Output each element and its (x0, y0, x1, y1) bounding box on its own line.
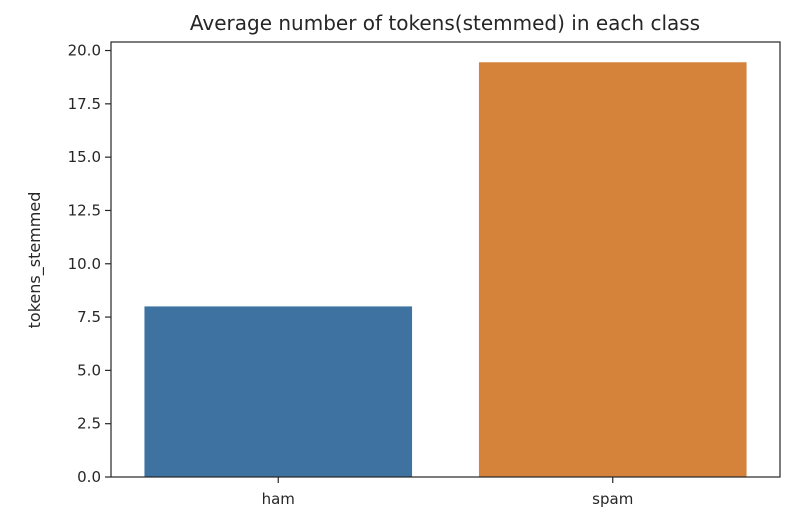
y-tick-label: 0.0 (77, 468, 101, 486)
plot-frame (110, 41, 781, 478)
chart-title: Average number of tokens(stemmed) in eac… (190, 11, 700, 35)
y-tick-label: 7.5 (77, 308, 101, 326)
y-tick-label: 15.0 (68, 148, 101, 166)
y-tick-label: 2.5 (77, 415, 101, 433)
y-tick-label: 17.5 (68, 95, 101, 113)
x-axis-ticks: ham spam (262, 477, 633, 508)
y-tick-label: 5.0 (77, 361, 101, 379)
x-tick-label-ham: ham (262, 490, 295, 508)
bar-ham (144, 306, 413, 477)
y-tick-label: 10.0 (68, 255, 101, 273)
y-tick-label: 20.0 (68, 42, 101, 60)
y-tick-label: 12.5 (68, 201, 101, 219)
bar-spam (478, 62, 747, 477)
y-axis-ticks: 0.0 2.5 5.0 7.5 10.0 12.5 15.0 17.5 20.0 (68, 42, 111, 486)
y-axis-label: tokens_stemmed (25, 192, 45, 329)
x-tick-label-spam: spam (592, 490, 633, 508)
bars-group (144, 62, 747, 477)
